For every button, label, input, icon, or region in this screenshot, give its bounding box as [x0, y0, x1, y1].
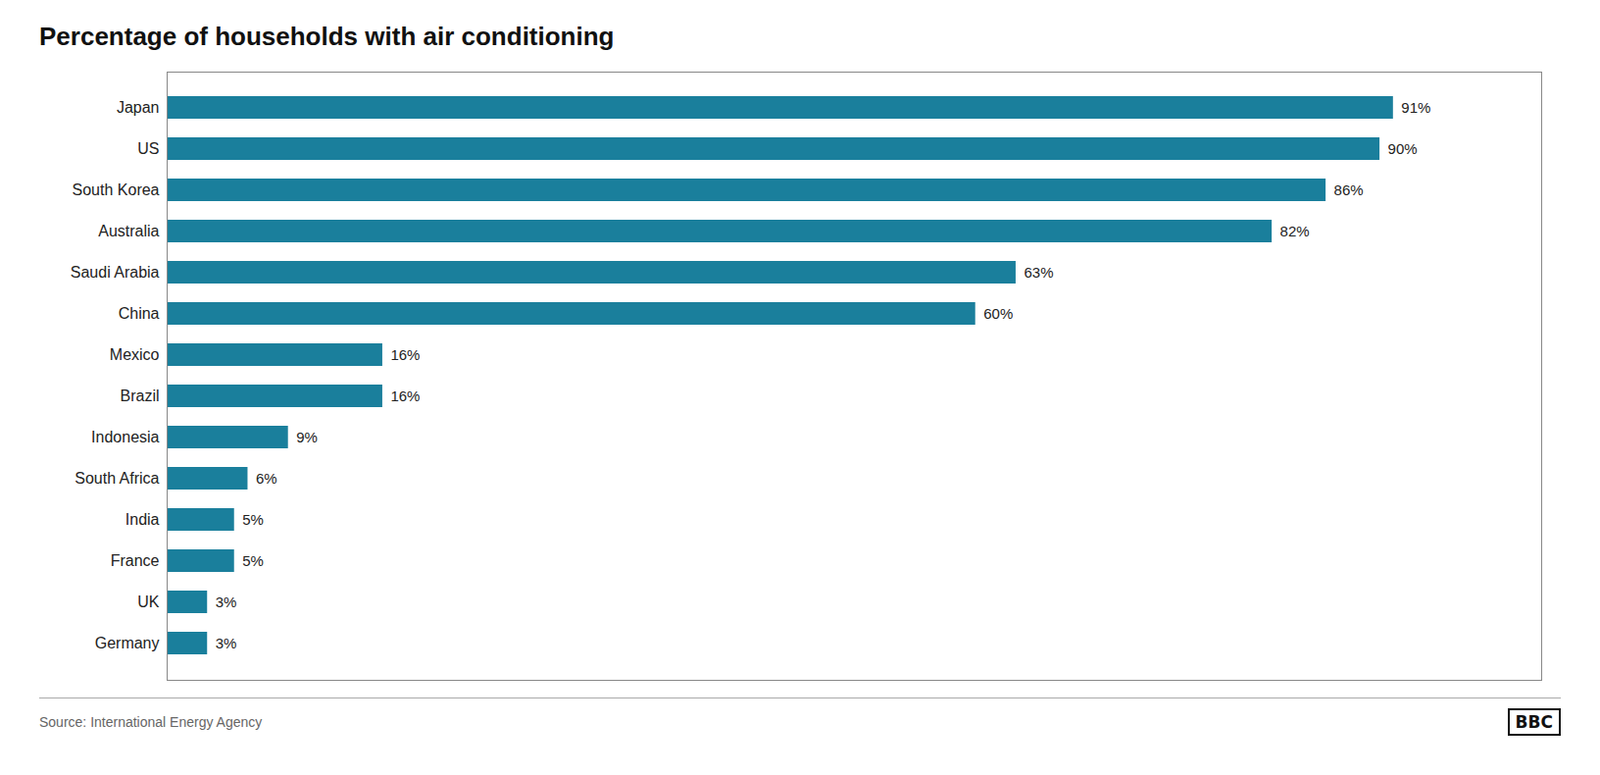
svg-text:Saudi Arabia: Saudi Arabia [70, 263, 160, 281]
svg-text:16%: 16% [390, 346, 420, 363]
svg-text:Australia: Australia [98, 222, 159, 240]
svg-text:Indonesia: Indonesia [91, 428, 159, 446]
svg-text:Brazil: Brazil [119, 387, 159, 404]
svg-text:5%: 5% [242, 510, 264, 528]
svg-text:60%: 60% [983, 304, 1013, 322]
svg-text:9%: 9% [296, 428, 318, 446]
svg-text:Japan: Japan [116, 99, 160, 116]
svg-text:Germany: Germany [95, 634, 160, 651]
svg-text:90%: 90% [1388, 140, 1418, 157]
svg-text:India: India [125, 510, 160, 528]
html-text:BBC: BBC [1515, 711, 1553, 732]
svg-text:China: China [118, 304, 160, 322]
svg-text:5%: 5% [242, 551, 264, 569]
svg-text:16%: 16% [390, 387, 420, 404]
svg-text:US: US [137, 140, 159, 157]
html-text:Percentage of households with: Percentage of households with air condit… [39, 21, 615, 51]
svg-text:3%: 3% [215, 634, 238, 651]
svg-text:South Africa: South Africa [74, 469, 159, 487]
svg-text:3%: 3% [215, 593, 238, 610]
svg-text:63%: 63% [1023, 263, 1053, 281]
svg-text:Mexico: Mexico [109, 346, 160, 363]
svg-text:6%: 6% [255, 469, 278, 487]
html-text:Source: International Energy A: Source: International Energy Agency [39, 713, 263, 730]
svg-text:82%: 82% [1280, 222, 1310, 240]
svg-text:86%: 86% [1334, 181, 1364, 199]
svg-text:91%: 91% [1400, 99, 1431, 116]
svg-text:South Korea: South Korea [72, 181, 160, 199]
svg-text:France: France [110, 551, 160, 569]
svg-text:UK: UK [137, 593, 160, 610]
